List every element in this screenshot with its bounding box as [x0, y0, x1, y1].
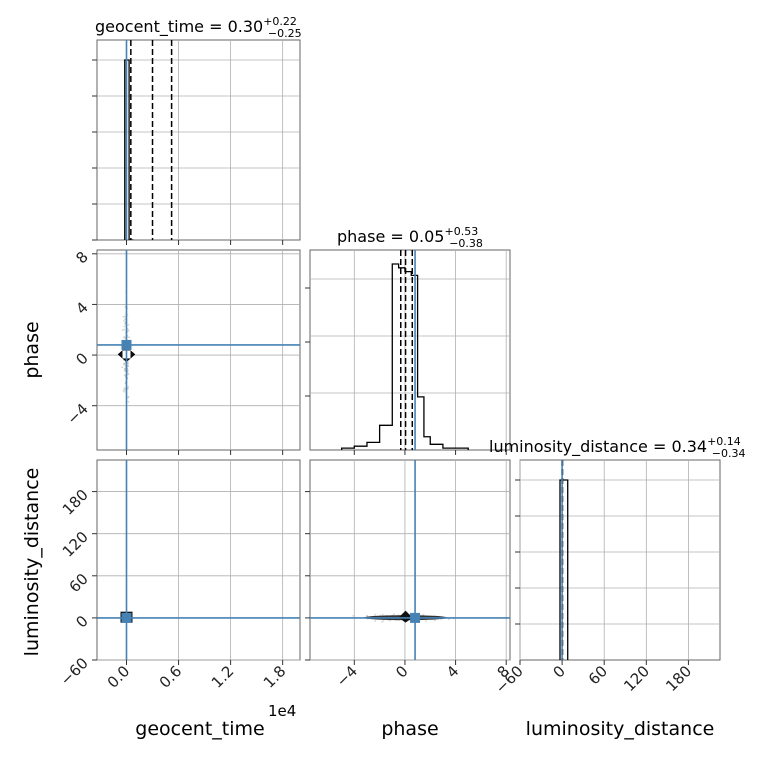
density-contour-p21 — [398, 610, 413, 623]
sample-point-p10 — [127, 386, 130, 388]
truth-marker-p20 — [121, 612, 132, 623]
y-tick-label-luminosity-distance-4: 180 — [59, 486, 92, 519]
y-axis-label-luminosity-distance: luminosity_distance — [21, 468, 43, 657]
y-tick-label-luminosity-distance-1: 0 — [72, 612, 91, 631]
sample-point-p10 — [123, 387, 126, 390]
sample-point-p10 — [126, 328, 129, 330]
x-tick-label-phase-1: 0 — [392, 662, 411, 681]
sample-point-p21 — [374, 613, 376, 616]
title-luminosity-distance: luminosity_distance = 0.34+0.14 −0.34 — [489, 435, 746, 460]
sample-point-p10 — [123, 369, 126, 372]
title-geocent-time: geocent_time = 0.30+0.22 −0.25 — [95, 15, 302, 40]
histogram-p00 — [124, 59, 134, 240]
sample-point-p21 — [381, 613, 384, 616]
sample-point-p10 — [123, 374, 126, 377]
sample-point-p10 — [127, 373, 130, 375]
sample-point-p10 — [122, 336, 125, 339]
x-tick-label-luminosity-distance-1: 0 — [549, 662, 568, 681]
sample-point-p21 — [352, 614, 355, 617]
sample-point-p10 — [123, 328, 126, 331]
sample-point-p21 — [382, 619, 385, 622]
truth-marker-p10 — [121, 339, 132, 350]
sample-point-p10 — [128, 336, 130, 339]
sample-point-p10 — [127, 396, 130, 399]
truth-marker-p21 — [410, 612, 421, 623]
sample-point-p21 — [447, 618, 450, 621]
sample-point-p10 — [123, 325, 126, 328]
sample-point-p10 — [123, 390, 126, 393]
y-tick-label-luminosity-distance-2: 60 — [66, 570, 92, 596]
sample-point-p10 — [127, 329, 130, 332]
x-tick-label-luminosity-distance-2: 60 — [585, 662, 611, 688]
title-phase: phase = 0.05+0.53 −0.38 — [337, 225, 483, 250]
sample-point-p21 — [433, 619, 436, 622]
histogram-p22 — [559, 479, 569, 660]
y-tick-label-phase-0: −4 — [63, 400, 91, 428]
y-tick-label-phase-3: 8 — [72, 248, 91, 267]
sample-point-p10 — [127, 400, 130, 403]
x-tick-label-geocent-time-0: 0.0 — [104, 662, 134, 692]
y-axis-label-phase: phase — [21, 321, 43, 378]
sample-point-p10 — [126, 369, 129, 372]
x-axis-label-phase: phase — [381, 718, 438, 740]
x-axis-label-luminosity-distance: luminosity_distance — [526, 718, 715, 740]
y-tick-label-phase-1: 0 — [72, 349, 91, 368]
sample-point-p21 — [374, 620, 377, 622]
panel-frame-p10 — [96, 249, 301, 451]
panel-frame-p21 — [309, 459, 511, 661]
panel-frame-p00 — [96, 39, 301, 241]
x-tick-label-luminosity-distance-3: 120 — [620, 662, 653, 695]
sample-point-p21 — [381, 621, 384, 623]
sample-point-p10 — [121, 329, 124, 332]
x-tick-label-luminosity-distance-4: 180 — [662, 662, 695, 695]
x-tick-label-phase-2: 4 — [443, 662, 462, 681]
sample-point-p10 — [127, 365, 130, 368]
sample-point-p10 — [122, 389, 125, 392]
x-axis-label-geocent-time: geocent_time — [135, 718, 264, 740]
panel-frame-p22 — [519, 459, 721, 661]
y-tick-label-luminosity-distance-3: 120 — [59, 528, 92, 561]
sample-point-p10 — [121, 366, 124, 369]
axis-offset-text: 1e4 — [268, 702, 296, 720]
x-tick-label-geocent-time-2: 1.2 — [208, 662, 238, 692]
y-tick-label-phase-2: 4 — [72, 299, 91, 318]
x-tick-label-geocent-time-3: 1.8 — [260, 662, 290, 692]
panel-frame-p11 — [309, 249, 511, 451]
x-tick-label-geocent-time-1: 0.6 — [156, 662, 186, 692]
x-tick-label-phase-0: −4 — [333, 662, 361, 690]
panel-frame-p20 — [96, 459, 301, 661]
sample-point-p10 — [123, 363, 125, 366]
sample-point-p10 — [127, 323, 130, 326]
sample-point-p21 — [425, 620, 427, 622]
y-tick-label-luminosity-distance-0: −60 — [57, 654, 92, 689]
sample-point-p21 — [393, 613, 395, 616]
sample-point-p10 — [122, 315, 125, 318]
sample-point-p10 — [123, 320, 125, 322]
